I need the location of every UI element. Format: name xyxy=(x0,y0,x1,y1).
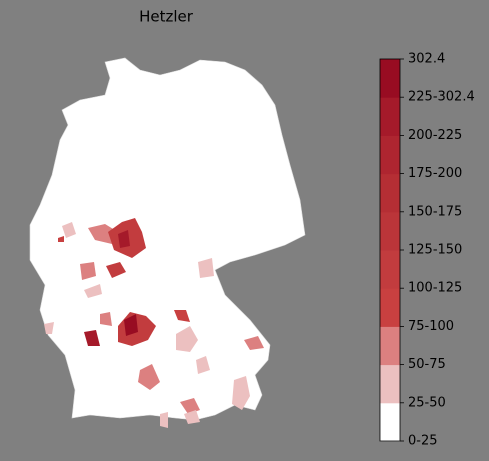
colorbar-label: 0-25 xyxy=(408,434,438,449)
district xyxy=(124,314,138,336)
colorbar-segment xyxy=(380,402,400,442)
district xyxy=(244,336,264,350)
colorbar-label: 302.4 xyxy=(408,52,445,67)
district xyxy=(44,322,54,334)
colorbar-label: 75-100 xyxy=(408,319,454,334)
colorbar-segment xyxy=(380,364,400,404)
colorbar-segment xyxy=(380,288,400,327)
district xyxy=(118,230,130,248)
colorbar-segment xyxy=(380,211,400,251)
colorbar-label: 25-50 xyxy=(408,395,446,410)
country-outline xyxy=(29,57,306,421)
district xyxy=(138,364,160,390)
district xyxy=(106,262,126,278)
colorbar-segment xyxy=(380,326,400,366)
colorbar-label: 100-125 xyxy=(408,281,462,296)
district xyxy=(180,398,200,414)
colorbar-label: 125-150 xyxy=(408,243,462,258)
colorbar-segment xyxy=(380,97,400,136)
map-title: Hetzler xyxy=(139,8,194,26)
colorbar: 0-25 25-50 50-75 75-100 100-125 125-150 150-17… xyxy=(379,52,475,449)
colorbar-segment xyxy=(380,135,400,175)
district xyxy=(176,326,198,352)
colorbar-label: 150-175 xyxy=(408,204,462,219)
colorbar-segment xyxy=(380,59,400,98)
district xyxy=(84,284,102,298)
germany-map xyxy=(29,57,306,428)
colorbar-segment xyxy=(380,250,400,289)
colorbar-label: 225-302.4 xyxy=(408,90,475,105)
colorbar-label: 200-225 xyxy=(408,128,462,143)
district xyxy=(58,236,64,242)
district xyxy=(80,262,96,280)
district xyxy=(160,412,168,428)
district xyxy=(174,310,190,322)
colorbar-label: 175-200 xyxy=(408,166,462,181)
district xyxy=(100,312,112,326)
colorbar-label: 50-75 xyxy=(408,357,446,372)
district xyxy=(84,330,100,346)
district xyxy=(198,258,214,278)
colorbar-segment xyxy=(380,173,400,213)
district-highlights xyxy=(44,218,264,428)
district xyxy=(62,222,76,238)
district xyxy=(232,376,250,410)
district xyxy=(196,356,210,374)
district xyxy=(184,410,200,424)
